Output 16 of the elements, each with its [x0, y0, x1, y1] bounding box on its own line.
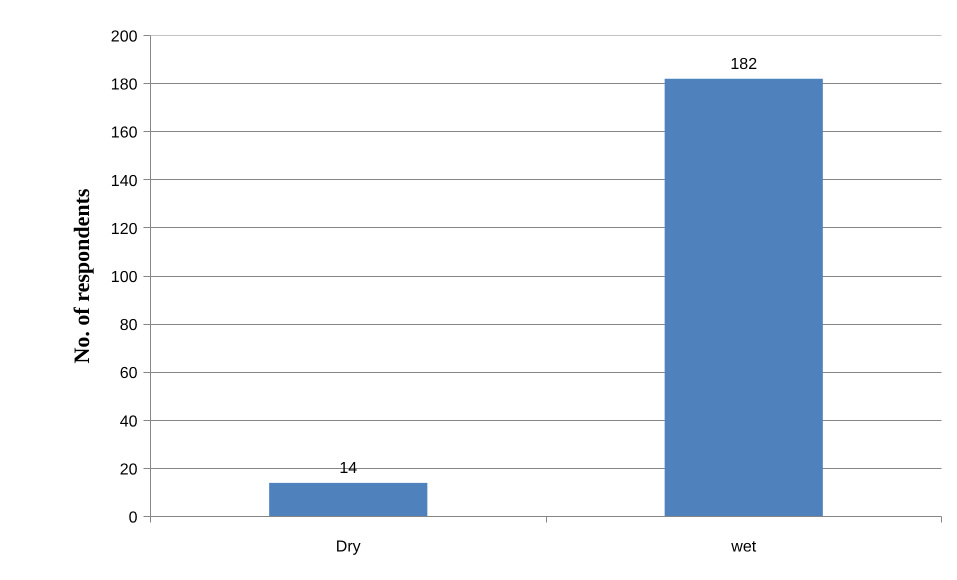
y-tick-label: 80 [120, 317, 138, 334]
y-tick-label: 120 [110, 220, 138, 238]
y-tick-label: 180 [110, 76, 138, 94]
y-axis-title: No. of respondents [68, 188, 94, 364]
y-tick-label: 200 [110, 28, 138, 46]
y-tick-label: 0 [128, 510, 138, 526]
x-tick-label: wet [730, 538, 757, 556]
x-tick-label: Dry [336, 538, 361, 556]
y-tick-label: 160 [110, 124, 138, 142]
y-tick-label: 60 [120, 365, 138, 382]
data-label: 14 [339, 460, 358, 477]
y-tick-label: 40 [120, 413, 138, 430]
data-label: 182 [730, 56, 758, 73]
y-tick-label: 100 [110, 269, 138, 286]
y-tick-label: 140 [110, 172, 138, 190]
y-tick-label: 20 [120, 461, 138, 478]
